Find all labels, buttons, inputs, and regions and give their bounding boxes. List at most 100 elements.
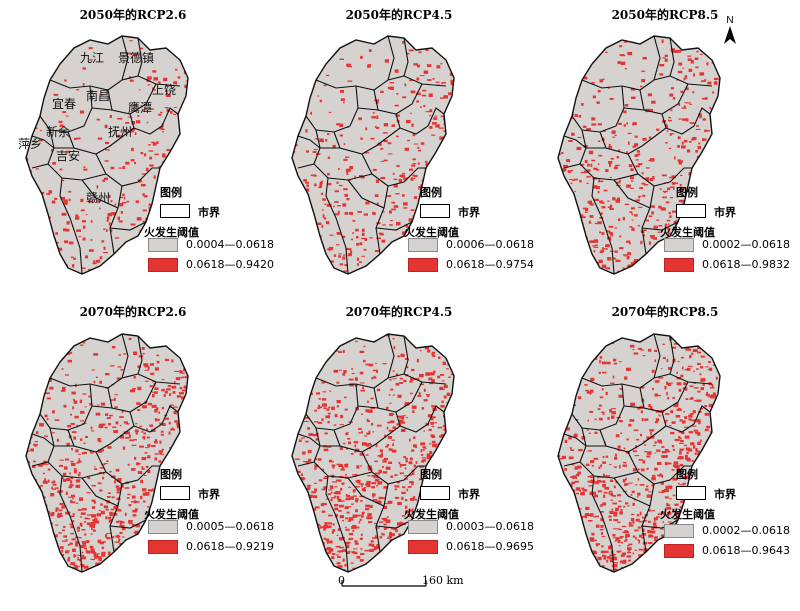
- city-label: 吉安: [56, 148, 80, 163]
- map-legend: 图例 市界 火发生阈值 0.0002—0.0618 0.0618—0.9832: [660, 184, 790, 274]
- city-boundary: [641, 221, 679, 231]
- city-boundary: [59, 177, 83, 275]
- map-panel: 2050年的RCP4.5: [266, 0, 532, 296]
- fire-risk-map: [25, 333, 189, 573]
- city-boundary: [313, 461, 373, 479]
- high-range-label: 0.0618—0.9832: [702, 258, 790, 271]
- boundary-label: 市界: [458, 206, 480, 219]
- high-range-label: 0.0618—0.9420: [186, 258, 274, 271]
- high-range-label: 0.0618—0.9219: [186, 540, 274, 553]
- low-risk-swatch: [408, 238, 438, 252]
- city-boundary: [375, 221, 413, 231]
- city-label: 新余: [46, 124, 70, 139]
- city-boundary: [361, 153, 426, 187]
- city-boundary: [581, 373, 671, 389]
- high-range-label: 0.0618—0.9754: [446, 258, 534, 271]
- city-boundary: [129, 405, 179, 433]
- city-boundary: [653, 35, 661, 81]
- city-label: 南昌: [86, 88, 110, 103]
- city-label: 九江: [80, 51, 104, 65]
- low-risk-swatch: [148, 520, 178, 534]
- north-arrow-icon: N: [720, 14, 740, 48]
- city-boundary: [137, 37, 181, 87]
- city-boundary: [375, 483, 389, 553]
- city-boundary: [387, 333, 395, 379]
- city-boundary: [579, 163, 639, 181]
- high-risk-swatch: [408, 540, 438, 554]
- city-label: 萍乡: [18, 137, 42, 151]
- city-boundary: [357, 107, 379, 111]
- legend-title: 图例: [420, 186, 442, 199]
- boundary-label: 市界: [198, 488, 220, 501]
- high-risk-swatch: [408, 258, 438, 272]
- city-boundary: [109, 185, 123, 255]
- city-boundary: [361, 451, 426, 485]
- legend-title: 图例: [160, 186, 182, 199]
- city-boundary: [613, 179, 651, 209]
- city-boundary: [623, 405, 645, 409]
- city-boundary: [313, 163, 373, 181]
- north-label: N: [726, 15, 733, 26]
- panel-title: 2070年的RCP2.6: [79, 305, 187, 319]
- city-boundary: [47, 163, 107, 181]
- map-panel: 2070年的RCP4.5: [266, 297, 532, 593]
- threshold-title: 火发生阈值: [404, 508, 459, 521]
- city-boundary: [47, 461, 107, 479]
- city-boundary: [669, 37, 713, 87]
- boundary-swatch: [420, 486, 450, 500]
- low-range-label: 0.0002—0.0618: [702, 524, 790, 537]
- low-range-label: 0.0005—0.0618: [186, 520, 274, 533]
- city-boundary: [109, 483, 123, 553]
- map-panel: 2070年的RCP2.6: [0, 297, 266, 593]
- map-panel: 2050年的RCP2.6: [0, 0, 266, 296]
- panel-title: 2070年的RCP8.5: [611, 305, 719, 319]
- low-range-label: 0.0004—0.0618: [186, 238, 274, 251]
- city-boundary: [591, 475, 615, 573]
- city-boundary: [641, 519, 679, 529]
- legend-title: 图例: [420, 468, 442, 481]
- city-boundary: [121, 333, 129, 379]
- boundary-label: 市界: [714, 488, 736, 501]
- city-boundary: [579, 461, 639, 479]
- panel-title: 2050年的RCP4.5: [345, 8, 453, 22]
- city-label: 赣州: [86, 191, 110, 205]
- city-boundary: [563, 135, 587, 169]
- city-boundary: [305, 85, 359, 133]
- map-legend: 图例 市界 火发生阈值 0.0006—0.0618 0.0618—0.9754: [404, 184, 534, 274]
- high-range-label: 0.0618—0.9643: [702, 544, 790, 557]
- city-boundary: [347, 179, 385, 209]
- boundary-label: 市界: [714, 206, 736, 219]
- threshold-title: 火发生阈值: [144, 508, 199, 521]
- scale-bar: 0 160 km: [330, 574, 464, 606]
- city-boundary: [59, 475, 83, 573]
- low-risk-swatch: [408, 520, 438, 534]
- city-boundary: [387, 35, 395, 81]
- city-label: 上饶: [152, 83, 176, 97]
- city-boundary: [39, 85, 93, 133]
- city-boundary: [375, 185, 389, 255]
- city-boundary: [623, 107, 645, 111]
- city-boundary: [661, 107, 711, 135]
- panel-title: 2070年的RCP4.5: [345, 305, 453, 319]
- city-label: 宜春: [52, 96, 76, 111]
- legend-title: 图例: [676, 186, 698, 199]
- city-boundary: [297, 433, 321, 467]
- boundary-swatch: [676, 486, 706, 500]
- city-boundary: [325, 475, 349, 573]
- city-boundary: [121, 35, 129, 81]
- city-boundary: [357, 405, 379, 409]
- city-boundary: [641, 185, 655, 255]
- high-risk-swatch: [664, 544, 694, 558]
- city-boundary: [129, 107, 179, 135]
- city-boundary: [571, 383, 625, 431]
- legend-title: 图例: [160, 468, 182, 481]
- city-boundary: [403, 37, 447, 87]
- city-boundary: [31, 433, 55, 467]
- high-risk-swatch: [148, 258, 178, 272]
- city-boundary: [31, 135, 55, 169]
- boundary-swatch: [676, 204, 706, 218]
- city-boundary: [91, 107, 113, 111]
- city-boundary: [591, 177, 615, 275]
- map-panel: 2070年的RCP8.5: [532, 297, 798, 593]
- threshold-title: 火发生阈值: [404, 226, 459, 239]
